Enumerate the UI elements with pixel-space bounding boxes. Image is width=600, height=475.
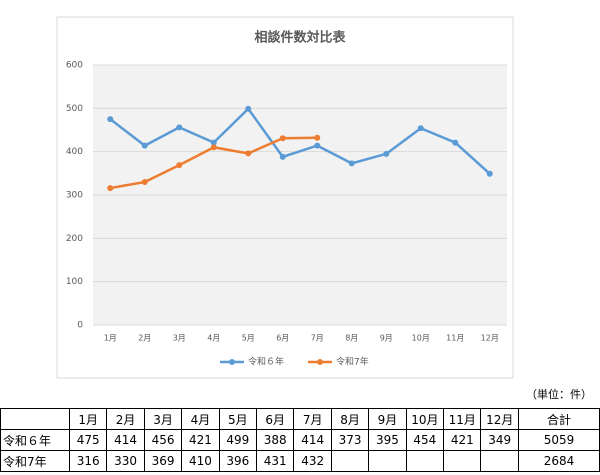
x-tick-label: 5月 (242, 334, 255, 343)
x-tick-label: 2月 (138, 334, 151, 343)
table-cell: 431 (256, 450, 295, 472)
x-tick-label: 12月 (481, 334, 499, 343)
table-cell (443, 450, 482, 472)
series-line (109, 106, 491, 175)
table-cell: 454 (405, 429, 445, 451)
table-cell: 合計 (518, 408, 600, 430)
table-cell: 388 (256, 429, 295, 451)
legend-label: 令和7年 (336, 356, 369, 368)
table-cell: 3月 (143, 408, 183, 430)
table-cell: 396 (218, 450, 258, 472)
point (279, 153, 286, 160)
x-tick-label: 6月 (276, 334, 289, 343)
x-tick-label: 7月 (311, 334, 324, 343)
table-cell: 1月 (68, 408, 108, 430)
table-cell: 令和６年 (0, 429, 70, 451)
point (314, 134, 321, 141)
table-cell: 6月 (256, 408, 295, 430)
y-tick-label: 500 (66, 104, 83, 114)
table-cell: 11月 (443, 408, 482, 430)
x-tick-label: 11月 (446, 334, 464, 343)
table-cell: 414 (106, 429, 145, 451)
point (245, 105, 252, 112)
y-tick-label: 100 (66, 277, 83, 287)
y-tick-label: 300 (66, 191, 83, 201)
x-tick-label: 1月 (104, 334, 117, 343)
table-row: 令和６年 475 414 456 421 499 388 414 373 395 454 421 349… (0, 429, 600, 451)
x-tick-label: 10月 (412, 334, 430, 343)
point (210, 139, 217, 146)
table-cell: 349 (480, 429, 519, 451)
table-cell: 4月 (181, 408, 220, 430)
table-cell: 414 (293, 429, 332, 451)
y-tick-label: 0 (77, 321, 83, 331)
table-cell: 令和7年 (0, 450, 70, 472)
x-tick-label: 3月 (173, 334, 186, 343)
table-cell: 421 (443, 429, 482, 451)
table-cell: 2月 (106, 408, 145, 430)
point (348, 160, 355, 167)
point (107, 185, 114, 192)
table-cell: 373 (330, 429, 370, 451)
point (452, 139, 459, 146)
table-cell: 369 (143, 450, 183, 472)
point (141, 142, 148, 149)
x-tick-label: 9月 (380, 334, 393, 343)
point (314, 142, 321, 149)
point (279, 135, 286, 142)
legend-marker (317, 359, 323, 365)
point (486, 170, 493, 177)
table-cell: 499 (218, 429, 258, 451)
table-cell: 316 (68, 450, 108, 472)
chart-title: 相談件数対比表 (254, 30, 346, 46)
table-cell: 432 (293, 450, 332, 472)
table-cell: 475 (68, 429, 108, 451)
table-cell (405, 450, 445, 472)
table-cell (368, 450, 407, 472)
point (383, 150, 390, 157)
point (417, 125, 424, 132)
table-row: 1月 2月 3月 4月 5月 6月 7月 8月 9月 10月 11月 12月 合計 (0, 408, 600, 430)
point (107, 116, 114, 123)
table-cell: 395 (368, 429, 407, 451)
point (176, 124, 183, 131)
table-cell (480, 450, 519, 472)
point (141, 179, 148, 185)
table-cell: 410 (181, 450, 220, 472)
x-tick-label: 4月 (207, 334, 220, 343)
table-cell: 2684 (518, 450, 600, 472)
y-tick-label: 400 (66, 147, 83, 157)
table-cell: 456 (143, 429, 183, 451)
legend-marker (229, 359, 235, 365)
y-tick-label: 200 (66, 234, 83, 244)
table-row: 令和7年 316 330 369 410 396 431 432 2684 (0, 450, 600, 472)
table-cell (330, 450, 370, 472)
table-cell: 330 (106, 450, 145, 472)
table-cell: 7月 (293, 408, 332, 430)
point (176, 162, 183, 169)
table-cell: 10月 (405, 408, 445, 430)
table-cell: 421 (181, 429, 220, 451)
table-cell (0, 408, 70, 430)
point (210, 144, 217, 151)
legend-label: 令和６年 (248, 356, 284, 368)
x-tick-label: 8月 (345, 334, 358, 343)
y-tick-label: 600 (66, 61, 83, 71)
point (245, 150, 252, 157)
table-cell: 9月 (368, 408, 407, 430)
table-cell: 12月 (480, 408, 519, 430)
chart: 相談件数対比表 0 100 200 300 400 500 600 1月 2月 3月 4月 5月 6月 7… (56, 16, 514, 379)
unit-note: （単位：件） (526, 388, 592, 401)
table-cell: 8月 (330, 408, 370, 430)
table-cell: 5月 (218, 408, 258, 430)
data-table: 1月 2月 3月 4月 5月 6月 7月 8月 9月 10月 11月 12月 合計 令和６年 475 414 4… (0, 408, 600, 472)
table-cell: 5059 (518, 429, 600, 451)
